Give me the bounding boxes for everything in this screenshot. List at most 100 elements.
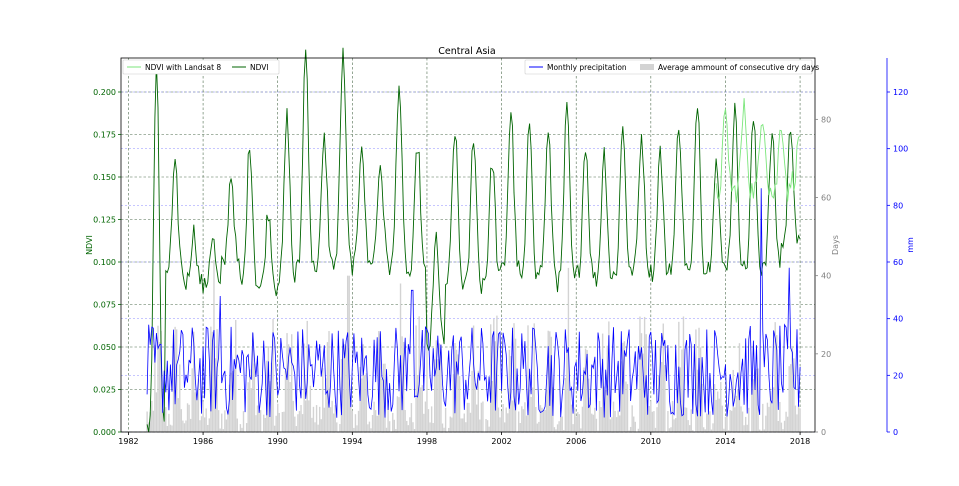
dry-days-bar [502,404,504,432]
dry-days-bar [281,411,284,432]
ndvi-tick-label: 0.075 [93,301,116,310]
dry-days-bar [702,427,705,432]
dry-days-bar [462,418,464,432]
dry-days-bar [183,423,186,432]
dry-days-bar [586,350,588,432]
ndvi-tick-label: 0.100 [93,258,116,267]
dry-days-bar [401,336,403,432]
dry-days-bar [608,321,610,432]
dry-days-bar [437,359,439,432]
dry-days-bar [245,423,248,432]
dry-days-bar [416,375,419,432]
dry-days-bar [211,331,214,432]
dry-days-bar [430,406,433,432]
dry-days-bar [152,410,155,432]
dry-days-bar [626,384,629,432]
dry-days-bar [748,407,750,432]
dry-days-bar [179,364,181,432]
dry-days-bar [168,413,170,432]
dry-days-bar [432,423,434,432]
dry-days-bar [329,407,332,432]
dry-days-bar [423,413,425,432]
dry-days-bar [605,390,607,432]
dry-days-bar [786,416,789,432]
dry-days-bar [611,417,613,432]
dry-days-bar [771,402,773,432]
dry-days-bar [294,416,296,432]
days-tick-label: 0 [821,428,826,437]
dry-days-bar [273,425,276,432]
dry-days-bar [413,429,416,432]
dry-days-bar [457,354,459,432]
dry-days-bar [163,421,165,432]
dry-days-bar [737,389,739,432]
dry-days-bar [528,389,531,432]
dry-days-bar [395,428,397,432]
dry-days-bar [155,392,158,432]
dry-days-bar [521,406,523,432]
dry-days-bar [221,413,223,432]
dry-days-bar [692,430,694,432]
dry-days-bar [342,347,344,432]
dry-days-bar [435,340,437,432]
dry-days-bar [514,338,517,432]
dry-days-bar [482,401,484,432]
mm-axis: 0 20 40 60 80 100 120 [886,58,908,437]
dry-days-bar [724,416,727,432]
ndvi-axis: 0.000 0.025 0.050 0.075 0.100 0.125 0.150 0.175… [93,88,121,437]
dry-days-bar [486,420,489,432]
dry-days-bar [735,395,738,432]
dry-days-bar [561,416,563,432]
dry-days-bar [410,403,413,432]
dry-days-bar [494,341,497,432]
dry-days-bar [499,417,501,432]
dry-days-bar [402,341,405,432]
dry-days-bar [785,411,787,432]
dry-days-bar [469,412,472,432]
series-lines [146,47,801,433]
dry-days-bar [466,402,469,432]
dry-days-bar [267,346,270,432]
dry-days-bar [779,401,781,432]
dry-days-bar [272,319,274,432]
x-axis: 1982 1986 1990 1994 1998 2002 2006 2010 2014 2018 [118,432,810,446]
dry-days-bar [266,360,268,432]
dry-days-bar [620,361,622,432]
dry-days-bar [673,419,675,432]
dry-days-bar [362,344,364,432]
dry-days-bar [566,349,568,432]
dry-days-bar [619,415,621,432]
dry-days-bar [415,325,417,432]
dry-days-bar [519,422,521,432]
x-tick-label: 2006 [566,437,586,446]
x-tick-label: 2014 [715,437,735,446]
dry-days-bar [662,323,664,432]
dry-days-bar [657,375,660,432]
dry-days-bar [755,368,758,432]
mm-tick-label: 40 [893,315,903,324]
dry-days-bar [370,428,372,432]
dry-days-bar [199,420,201,432]
dry-days-bar [601,333,604,432]
ndvi-tick-label: 0.150 [93,173,116,182]
dry-days-bar [205,408,207,432]
dry-days-bar [675,418,677,432]
dry-days-bar [224,410,226,432]
dry-days-bar [277,403,279,432]
dry-days-bar [723,428,725,432]
dry-days-bar [788,366,790,432]
dry-days-bar [208,418,211,432]
dry-days-bar [654,427,657,432]
dry-days-bar [734,407,736,432]
dry-days-bar [227,410,229,432]
dry-days-bar [197,378,200,432]
days-tick-label: 80 [821,115,831,124]
dry-days-bar [340,358,343,432]
dry-days-bar [765,415,767,432]
dry-days-bar [699,347,702,432]
dry-days-bar [283,411,285,432]
dry-days-bar [278,412,280,432]
precipitation-line [146,188,801,418]
dry-days-bar [295,426,298,432]
